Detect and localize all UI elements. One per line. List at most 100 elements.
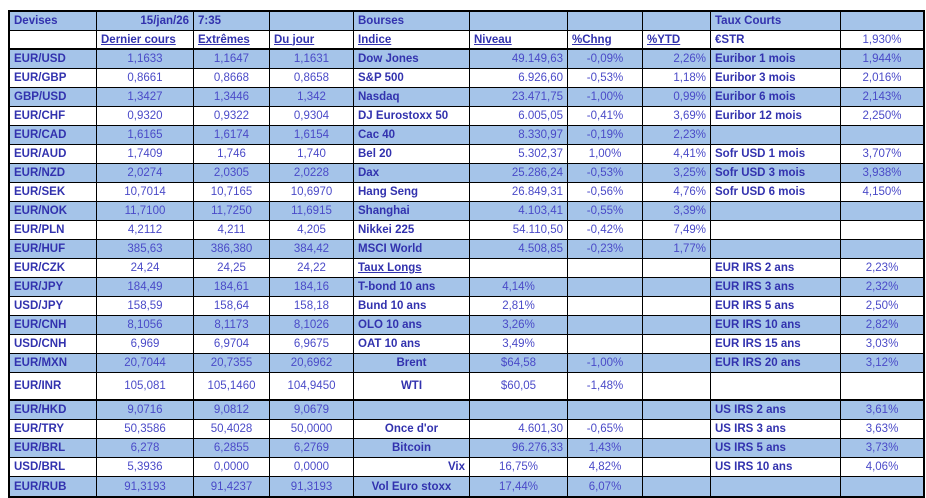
extremes-cell[interactable]: 1,1647 [194,50,270,69]
rate-name-cell[interactable]: €STR [711,31,841,50]
index-name-cell[interactable]: Dow Jones [354,50,470,69]
last-price-cell[interactable]: 184,49 [97,278,194,297]
last-price-cell[interactable]: 1,3427 [97,88,194,107]
extremes-cell[interactable]: 2,0305 [194,164,270,183]
index-name-cell[interactable]: Nasdaq [354,88,470,107]
rate-value-cell[interactable]: 3,61% [841,401,923,420]
pair-cell[interactable] [10,31,97,50]
rate-name-cell[interactable]: EUR IRS 3 ans [711,278,841,297]
extremes-cell[interactable]: 6,2855 [194,439,270,458]
extremes-cell[interactable]: 4,211 [194,221,270,240]
extremes-cell[interactable]: 158,64 [194,297,270,316]
last-price-cell[interactable]: 1,7409 [97,145,194,164]
pct-chng-cell[interactable]: 6,07% [568,477,643,496]
extremes-cell[interactable]: 50,4028 [194,420,270,439]
rate-value-cell[interactable] [841,477,923,496]
level-cell[interactable]: 3,49% [470,335,568,354]
pct-ytd-cell[interactable] [643,439,711,458]
last-price-cell[interactable]: 1,6165 [97,126,194,145]
level-cell[interactable]: 49.149,63 [470,50,568,69]
extremes-cell[interactable]: 9,0812 [194,401,270,420]
dujour-cell[interactable]: 24,22 [270,259,354,278]
rate-value-cell[interactable]: 4,150% [841,183,923,202]
last-price-cell[interactable]: 158,59 [97,297,194,316]
rate-value-cell[interactable]: 3,938% [841,164,923,183]
level-cell[interactable] [470,12,568,31]
last-price-cell[interactable]: Dernier cours [97,31,194,50]
dujour-cell[interactable]: 2,0228 [270,164,354,183]
rate-value-cell[interactable]: 3,707% [841,145,923,164]
rate-name-cell[interactable] [711,240,841,259]
rate-name-cell[interactable]: Euribor 1 mois [711,50,841,69]
level-cell[interactable] [470,259,568,278]
rate-name-cell[interactable]: EUR IRS 2 ans [711,259,841,278]
pct-ytd-cell[interactable]: 1,18% [643,69,711,88]
dujour-cell[interactable]: 1,1631 [270,50,354,69]
pair-cell[interactable]: EUR/RUB [10,477,97,496]
pair-cell[interactable]: Devises [10,12,97,31]
index-name-cell[interactable]: Bitcoin [354,439,470,458]
pct-chng-cell[interactable] [568,297,643,316]
dujour-cell[interactable]: 4,205 [270,221,354,240]
pct-chng-cell[interactable]: -0,55% [568,202,643,221]
pair-cell[interactable]: EUR/NOK [10,202,97,221]
index-name-cell[interactable]: WTI [354,373,470,400]
index-name-cell[interactable]: OAT 10 ans [354,335,470,354]
dujour-cell[interactable]: 0,0000 [270,458,354,477]
dujour-cell[interactable]: 11,6915 [270,202,354,221]
pair-cell[interactable]: GBP/USD [10,88,97,107]
pct-ytd-cell[interactable]: 0,99% [643,88,711,107]
rate-name-cell[interactable] [711,373,841,400]
rate-value-cell[interactable]: 3,73% [841,439,923,458]
extremes-cell[interactable]: 0,9322 [194,107,270,126]
extremes-cell[interactable]: 184,61 [194,278,270,297]
last-price-cell[interactable]: 2,0274 [97,164,194,183]
index-name-cell[interactable]: Taux Longs [354,259,470,278]
pct-ytd-cell[interactable]: 7,49% [643,221,711,240]
pct-chng-cell[interactable]: -0,23% [568,240,643,259]
index-name-cell[interactable]: Cac 40 [354,126,470,145]
dujour-cell[interactable]: 6,2769 [270,439,354,458]
pct-chng-cell[interactable]: -0,41% [568,107,643,126]
rate-value-cell[interactable]: 1,930% [841,31,923,50]
pct-chng-cell[interactable]: %Chng [568,31,643,50]
level-cell[interactable]: 25.286,24 [470,164,568,183]
dujour-cell[interactable]: 0,8658 [270,69,354,88]
pct-chng-cell[interactable]: -1,00% [568,88,643,107]
pct-ytd-cell[interactable]: 3,25% [643,164,711,183]
level-cell[interactable]: 2,81% [470,297,568,316]
dujour-cell[interactable]: 6,9675 [270,335,354,354]
rate-name-cell[interactable]: Euribor 3 mois [711,69,841,88]
pct-ytd-cell[interactable] [643,477,711,496]
pct-ytd-cell[interactable] [643,354,711,373]
rate-value-cell[interactable]: 2,143% [841,88,923,107]
rate-value-cell[interactable] [841,202,923,221]
pct-chng-cell[interactable]: -0,56% [568,183,643,202]
pair-cell[interactable]: EUR/CZK [10,259,97,278]
dujour-cell[interactable]: 1,740 [270,145,354,164]
index-name-cell[interactable]: OLO 10 ans [354,316,470,335]
pct-chng-cell[interactable]: -0,53% [568,69,643,88]
dujour-cell[interactable]: 158,18 [270,297,354,316]
extremes-cell[interactable]: 6,9704 [194,335,270,354]
rate-value-cell[interactable]: 4,06% [841,458,923,477]
index-name-cell[interactable]: Once d'or [354,420,470,439]
extremes-cell[interactable]: 91,4237 [194,477,270,496]
extremes-cell[interactable]: 1,746 [194,145,270,164]
index-name-cell[interactable] [354,401,470,420]
last-price-cell[interactable]: 24,24 [97,259,194,278]
index-name-cell[interactable]: Nikkei 225 [354,221,470,240]
index-name-cell[interactable]: Indice [354,31,470,50]
level-cell[interactable]: 8.330,97 [470,126,568,145]
pct-ytd-cell[interactable] [643,259,711,278]
pct-ytd-cell[interactable]: 3,39% [643,202,711,221]
last-price-cell[interactable]: 5,3936 [97,458,194,477]
pct-chng-cell[interactable]: -1,00% [568,354,643,373]
extremes-cell[interactable]: 10,7165 [194,183,270,202]
rate-name-cell[interactable]: US IRS 5 ans [711,439,841,458]
pct-chng-cell[interactable] [568,316,643,335]
rate-value-cell[interactable]: 3,63% [841,420,923,439]
pair-cell[interactable]: EUR/MXN [10,354,97,373]
level-cell[interactable]: 4,14% [470,278,568,297]
last-price-cell[interactable]: 10,7014 [97,183,194,202]
